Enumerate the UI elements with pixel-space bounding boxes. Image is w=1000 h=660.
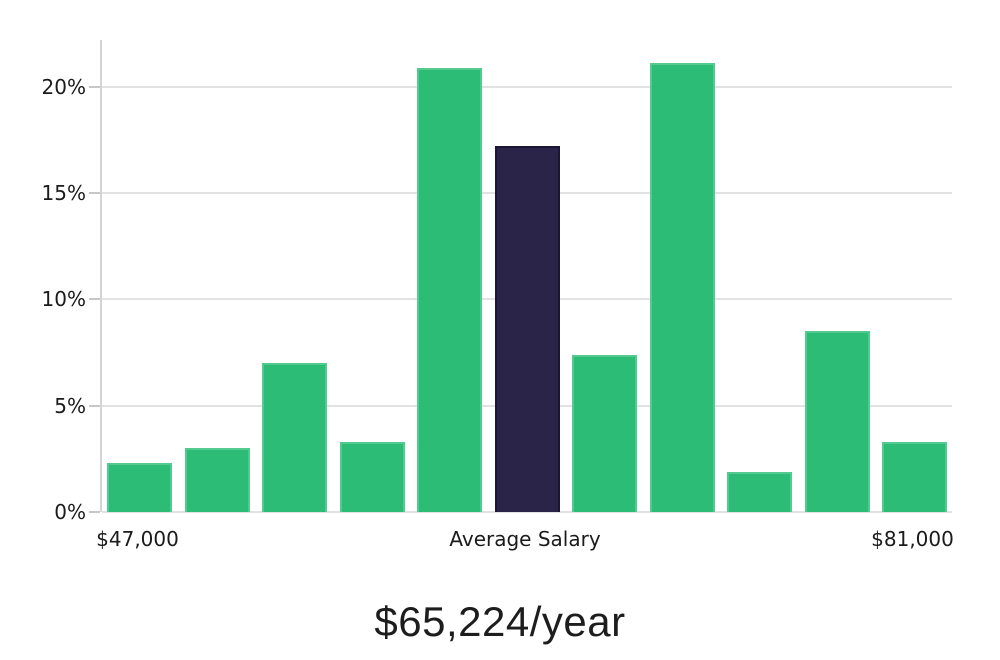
- average-salary-bar[interactable]: [494, 146, 560, 512]
- salary-bin-bar-2[interactable]: [184, 448, 250, 512]
- gridline-0: [102, 511, 952, 513]
- y-axis-tick-20: [89, 85, 100, 88]
- salary-bin-bar-4[interactable]: [339, 441, 405, 512]
- salary-bin-bar-8[interactable]: [649, 63, 715, 512]
- average-salary-caption: $65,224/year: [374, 598, 626, 645]
- salary-bin-bar-7[interactable]: [572, 354, 637, 512]
- y-axis-label-5: 5%: [54, 393, 86, 418]
- y-axis-label-20: 20%: [41, 74, 86, 99]
- x-axis-label-10: $81,000: [871, 527, 954, 551]
- y-axis-tick-0: [89, 511, 100, 513]
- x-axis-label-0: $47,000: [96, 527, 179, 551]
- salary-bin-bar-3[interactable]: [262, 363, 327, 512]
- salary-bin-bar-5[interactable]: [417, 67, 482, 512]
- gridline-20: [102, 85, 952, 88]
- salary-bin-bar-10[interactable]: [804, 331, 870, 512]
- salary-bin-bar-9[interactable]: [727, 471, 792, 512]
- y-axis-label-0: 0%: [54, 500, 86, 524]
- y-axis-label-15: 15%: [41, 181, 86, 206]
- y-axis-tick-10: [89, 298, 100, 301]
- plot-area: 0% 5% 10% 15% 20%: [42, 40, 952, 524]
- y-axis-label-10: 10%: [41, 287, 86, 312]
- salary-bin-bar-11[interactable]: [882, 441, 947, 512]
- x-axis-label-5: Average Salary: [449, 527, 601, 551]
- y-axis-tick-5: [89, 404, 100, 407]
- salary-bin-bar-1[interactable]: [107, 463, 172, 512]
- y-axis-tick-15: [89, 192, 100, 195]
